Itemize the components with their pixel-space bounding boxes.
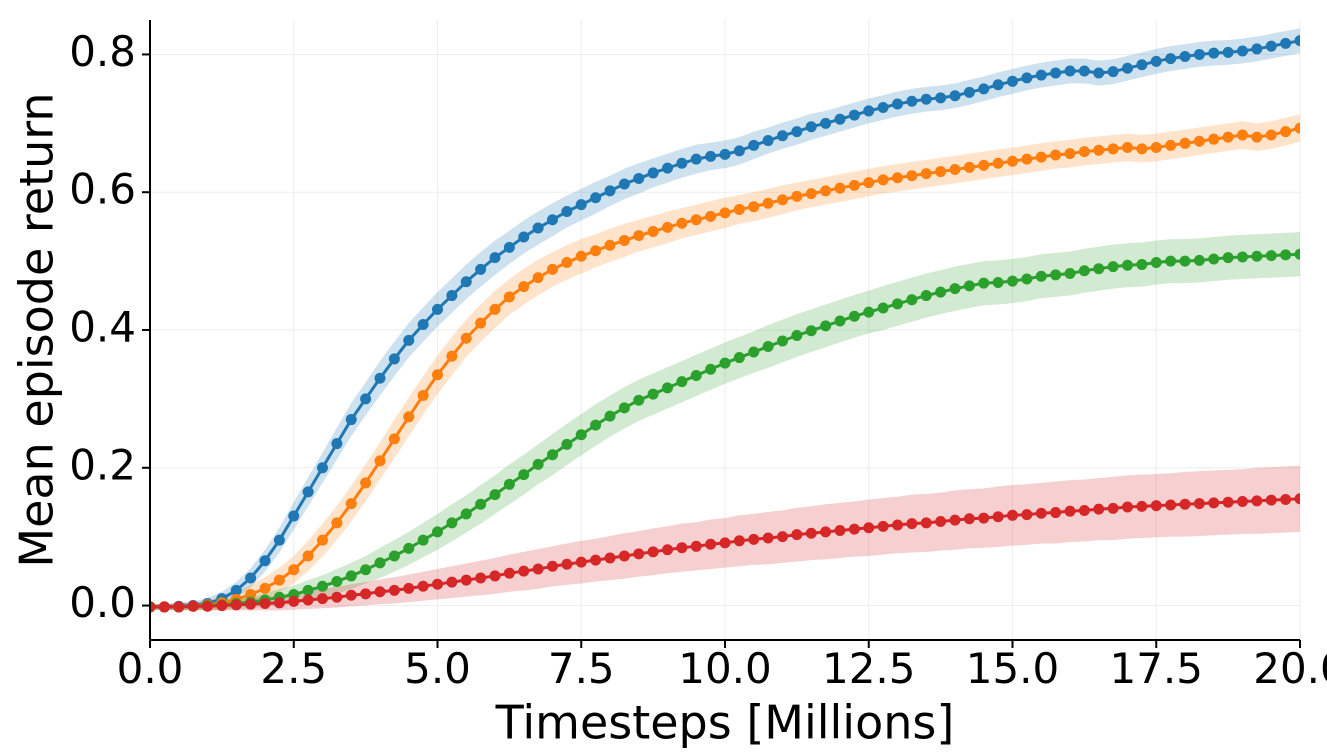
x-tick-label: 2.5	[260, 644, 327, 693]
x-tick-label: 17.5	[1109, 644, 1203, 693]
y-axis-label: Mean episode return	[9, 92, 63, 567]
x-ticks: 0.0 2.5 5.0 7.5 10.0 12.5 15.0 17.5 20.0	[117, 640, 1327, 693]
y-tick-label: 0.8	[69, 27, 136, 76]
line-chart: 0.0 2.5 5.0 7.5 10.0 12.5 15.0 17.5 20.0 0.0 0.2 0.…	[0, 0, 1327, 756]
y-tick-label: 0.6	[69, 165, 136, 214]
y-tick-label: 0.2	[69, 440, 136, 489]
x-tick-label: 12.5	[822, 644, 916, 693]
x-tick-label: 7.5	[548, 644, 615, 693]
y-tick-label: 0.0	[69, 578, 136, 627]
chart-container: 0.0 2.5 5.0 7.5 10.0 12.5 15.0 17.5 20.0 0.0 0.2 0.…	[0, 0, 1327, 756]
x-tick-label: 5.0	[404, 644, 471, 693]
y-tick-label: 0.4	[69, 303, 136, 352]
x-tick-label: 20.0	[1253, 644, 1327, 693]
x-tick-label: 10.0	[678, 644, 772, 693]
x-tick-label: 15.0	[966, 644, 1060, 693]
x-axis-label: Timesteps [Millions]	[495, 695, 955, 749]
x-tick-label: 0.0	[117, 644, 184, 693]
